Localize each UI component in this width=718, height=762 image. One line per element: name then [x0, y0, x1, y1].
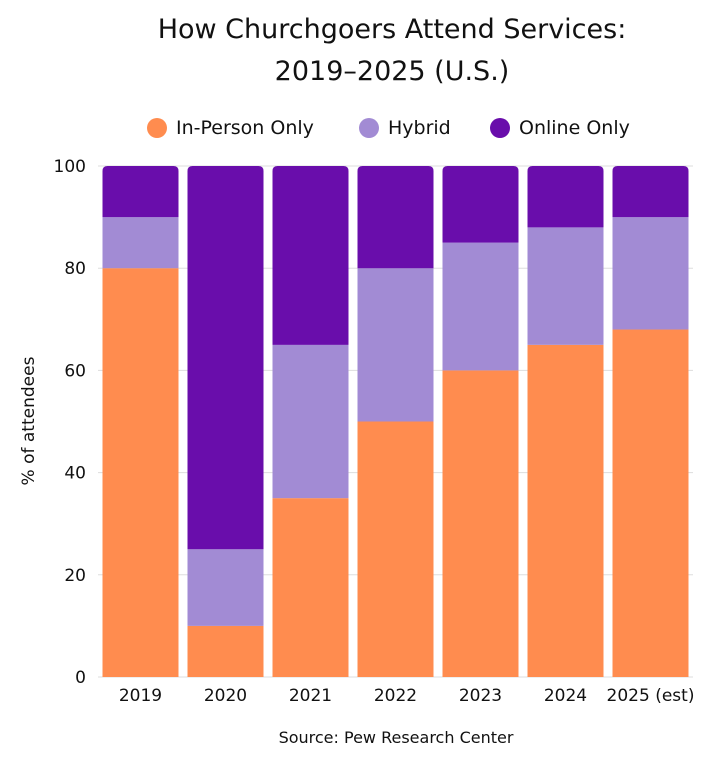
- bar-segment-in-person-only: [442, 370, 519, 677]
- y-tick-label: 0: [75, 668, 86, 688]
- legend-item: Online Only: [490, 117, 630, 139]
- legend-item: Hybrid: [359, 117, 451, 139]
- bar-segment-online-only: [102, 166, 179, 218]
- bar-segment-in-person-only: [357, 421, 434, 677]
- bar-segment-hybrid: [442, 242, 519, 371]
- y-axis-label: % of attendees: [19, 356, 39, 485]
- y-axis: 0 20 40 60 80 100: [54, 157, 86, 688]
- legend-label: Online Only: [519, 117, 630, 139]
- y-tick-label: 80: [64, 259, 86, 279]
- x-tick-label: 2020: [204, 686, 247, 706]
- bar-segment-in-person-only: [272, 498, 349, 677]
- legend-label: Hybrid: [388, 117, 451, 139]
- bar-segment-online-only: [527, 166, 604, 228]
- y-tick-label: 20: [64, 566, 86, 586]
- legend-swatch: [490, 118, 510, 138]
- x-tick-label: 2024: [544, 686, 587, 706]
- chart-title: How Churchgoers Attend Services:: [158, 14, 627, 45]
- legend: In-Person Only Hybrid Online Only: [147, 117, 630, 139]
- x-tick-label: 2019: [119, 686, 162, 706]
- legend-swatch: [147, 118, 167, 138]
- bar-segment-hybrid: [272, 344, 349, 499]
- bars: [102, 166, 689, 677]
- bar-segment-in-person-only: [612, 329, 689, 677]
- legend-swatch: [359, 118, 379, 138]
- bar-segment-online-only: [612, 166, 689, 218]
- bar-segment-online-only: [357, 166, 434, 269]
- bar-segment-online-only: [187, 166, 264, 550]
- legend-item: In-Person Only: [147, 117, 314, 139]
- legend-label: In-Person Only: [176, 117, 314, 139]
- x-tick-label: 2022: [374, 686, 417, 706]
- source-note: Source: Pew Research Center: [279, 728, 514, 747]
- bar-segment-in-person-only: [187, 625, 264, 677]
- bar-segment-in-person-only: [102, 268, 179, 677]
- x-tick-label: 2025 (est): [607, 686, 695, 706]
- bar-segment-in-person-only: [527, 344, 604, 677]
- chart-title-line2: 2019–2025 (U.S.): [275, 56, 510, 87]
- bar-segment-hybrid: [187, 549, 264, 626]
- x-axis: 2019 2020 2021 2022 2023 2024 2025 (est): [119, 686, 695, 706]
- y-tick-label: 60: [64, 361, 86, 381]
- bar-segment-hybrid: [527, 227, 604, 345]
- bar-segment-online-only: [442, 166, 519, 243]
- y-tick-label: 100: [54, 157, 86, 177]
- bar-segment-hybrid: [357, 268, 434, 422]
- y-tick-label: 40: [64, 464, 86, 484]
- bar-segment-hybrid: [612, 217, 689, 330]
- bar-segment-hybrid: [102, 217, 179, 269]
- bar-segment-online-only: [272, 166, 349, 345]
- x-tick-label: 2021: [289, 686, 332, 706]
- x-tick-label: 2023: [459, 686, 502, 706]
